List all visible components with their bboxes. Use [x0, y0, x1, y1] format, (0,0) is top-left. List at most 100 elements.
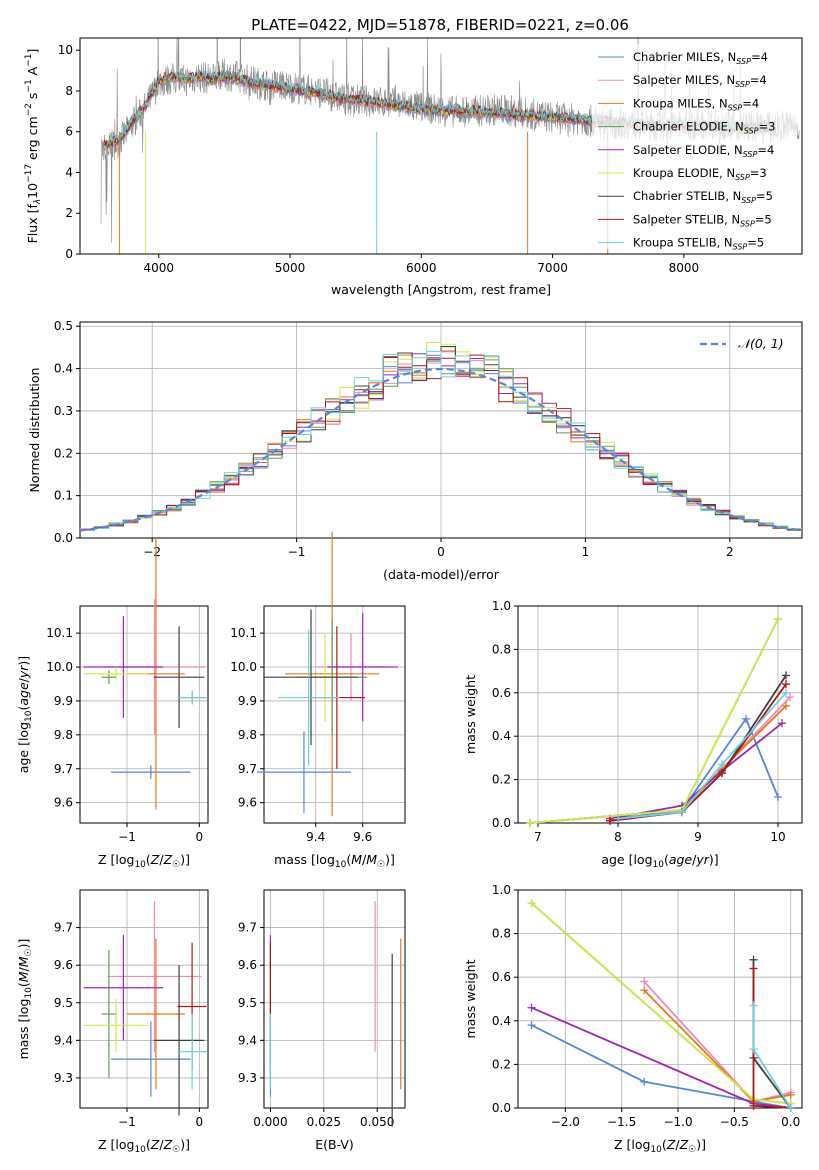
x-axis-label: (data-model)/error: [383, 567, 500, 582]
x-axis-label: Z [log10(Z/Z☉)]: [98, 1137, 190, 1155]
y-tick-label: 9.5: [238, 996, 257, 1010]
legend-normal-label: 𝒩(0, 1): [738, 336, 784, 351]
x-tick-label: 9: [694, 830, 702, 844]
legend-box: [592, 44, 797, 249]
y-tick-label: 0.2: [54, 446, 73, 460]
legend-label-chabrier-miles: Chabrier MILES, NSSP=4: [633, 50, 768, 66]
mass-weight-vs-age-panel: 7 8 9 10 0.0 0.2 0.4 0.6 0.8 1.0 age [log10(age/yr…: [463, 599, 803, 870]
x-tick-label: 9.6: [353, 830, 372, 844]
x-tick-label: 0.025: [307, 1115, 341, 1129]
x-tick-label: −1: [118, 1115, 136, 1129]
axes-frame: [263, 605, 406, 824]
x-tick-label: 10: [770, 830, 785, 844]
x-tick-label: 0: [196, 830, 204, 844]
y-tick-label: 10: [58, 43, 73, 57]
legend-label-kroupa-stelib: Kroupa STELIB, NSSP=5: [633, 236, 764, 252]
x-tick-label: 6000: [406, 261, 437, 275]
y-tick-label: 8: [65, 84, 73, 98]
y-tick-label: 0.4: [492, 1014, 511, 1028]
y-tick-label: 1.0: [492, 883, 511, 897]
axes-frame: [79, 37, 803, 255]
weight-line-chabrier-miles: [617, 716, 779, 820]
y-tick-label: 1.0: [492, 599, 511, 613]
x-axis-label: Z [log10(Z/Z☉)]: [614, 1137, 706, 1155]
y-tick-label: 0.0: [54, 531, 73, 545]
y-tick-label: 9.8: [54, 728, 73, 742]
y-tick-label: 9.3: [238, 1071, 257, 1085]
y-tick-label: 4: [65, 165, 73, 179]
weight-line-kroupa-elodie: [530, 902, 791, 1105]
x-tick-label: 0.0: [781, 1115, 800, 1129]
x-axis-label: age [log10(age/yr)]: [601, 852, 718, 870]
y-tick-label: 9.8: [238, 728, 257, 742]
weight-line-chabrier-elodie: [530, 902, 791, 1105]
y-tick-label: 0.8: [492, 642, 511, 656]
x-tick-label: 7: [534, 830, 542, 844]
y-tick-label: 0.6: [492, 970, 511, 984]
x-tick-label: 2: [726, 545, 734, 559]
x-tick-label: 9.4: [306, 830, 325, 844]
y-tick-label: 0.8: [492, 927, 511, 941]
axes-frame: [517, 605, 803, 824]
y-axis-label: mass [log10(M/M☉)]: [16, 939, 34, 1060]
legend-label-salpeter-stelib: Salpeter STELIB, NSSP=5: [633, 212, 772, 228]
residual-histogram-panel: −2 −1 0 1 2 0.0 0.1 0.2 0.3 0.4 0.5 (data-model)/er…: [27, 319, 803, 582]
normal-distribution-curve: [79, 367, 803, 532]
weight-line-salpeter-miles: [643, 980, 791, 1103]
y-tick-label: 9.6: [54, 958, 73, 972]
spectrum-panel: 4000 5000 6000 7000 8000 0 2 4 6 8 10 wavelength [A…: [24, 37, 803, 297]
histogram-step-kroupa-stelib: [80, 350, 802, 531]
y-tick-label: 0.2: [492, 773, 511, 787]
legend-label-kroupa-elodie: Kroupa ELODIE, NSSP=3: [633, 166, 767, 182]
spectrum-legend: Chabrier MILES, NSSP=4 Salpeter MILES, NS…: [592, 44, 797, 252]
x-tick-label: −2.0: [551, 1115, 580, 1129]
y-tick-label: 10.1: [230, 626, 257, 640]
y-axis-label: Normed distribution: [27, 368, 42, 493]
y-tick-label: 0.6: [492, 686, 511, 700]
legend-label-chabrier-elodie: Chabrier ELODIE, NSSP=3: [633, 120, 775, 136]
y-tick-label: 0.0: [492, 1101, 511, 1115]
y-tick-label: 9.4: [238, 1033, 257, 1047]
y-tick-label: 9.9: [54, 694, 73, 708]
y-tick-label: 0.0: [492, 816, 511, 830]
x-tick-label: −2: [143, 545, 161, 559]
x-tick-label: 8000: [669, 261, 700, 275]
y-tick-label: 9.4: [54, 1033, 73, 1047]
mass-weight-vs-metallicity-panel: −2.0 −1.5 −1.0 −0.5 0.0 0.0 0.2 0.4 0.6 0.8 1.0 Z […: [463, 883, 803, 1155]
axes-frame: [263, 889, 406, 1109]
y-axis-label: Flux [fλ10−17 erg cm−2 s−1 A−1]: [24, 49, 43, 244]
x-axis-label: mass [log10(M/M☉)]: [274, 852, 395, 870]
y-tick-label: 2: [65, 206, 73, 220]
y-tick-label: 9.6: [54, 796, 73, 810]
mass-vs-metallicity-panel: −1 0 9.3 9.4 9.5 9.6 9.7 Z [log10(Z/Z☉)] mass [l…: [16, 889, 209, 1155]
y-tick-label: 9.7: [238, 921, 257, 935]
x-tick-label: −1.0: [663, 1115, 692, 1129]
x-tick-label: −1.5: [607, 1115, 636, 1129]
y-tick-label: 9.7: [54, 921, 73, 935]
y-tick-label: 9.5: [54, 996, 73, 1010]
weight-line-salpeter-miles: [529, 696, 791, 824]
x-tick-label: 5000: [275, 261, 306, 275]
y-tick-label: 9.7: [54, 762, 73, 776]
y-tick-label: 9.6: [238, 796, 257, 810]
x-tick-label: −1: [118, 830, 136, 844]
age-vs-mass-panel: 9.4 9.6 9.6 9.7 9.8 9.9 10.0 10.1 mass [log10(M/…: [230, 531, 406, 870]
y-tick-label: 10.1: [46, 626, 73, 640]
y-tick-label: 9.6: [238, 958, 257, 972]
axes-frame: [79, 889, 209, 1109]
x-tick-label: 4000: [143, 261, 174, 275]
x-axis-label: wavelength [Angstrom, rest frame]: [331, 282, 551, 297]
x-axis-label: E(B-V): [315, 1137, 354, 1152]
x-tick-label: 8: [614, 830, 622, 844]
legend-label-salpeter-elodie: Salpeter ELODIE, NSSP=4: [633, 143, 774, 159]
y-tick-label: 9.9: [238, 694, 257, 708]
legend-label-salpeter-miles: Salpeter MILES, NSSP=4: [633, 73, 767, 89]
axes-frame: [79, 321, 803, 539]
weight-line-salpeter-elodie: [609, 722, 783, 820]
figure-title: PLATE=0422, MJD=51878, FIBERID=0221, z=0…: [251, 16, 629, 34]
x-tick-label: 7000: [537, 261, 568, 275]
weight-line-salpeter-stelib: [752, 968, 791, 1109]
weight-line-chabrier-stelib: [752, 959, 792, 1109]
y-axis-label: mass weight: [463, 959, 478, 1038]
